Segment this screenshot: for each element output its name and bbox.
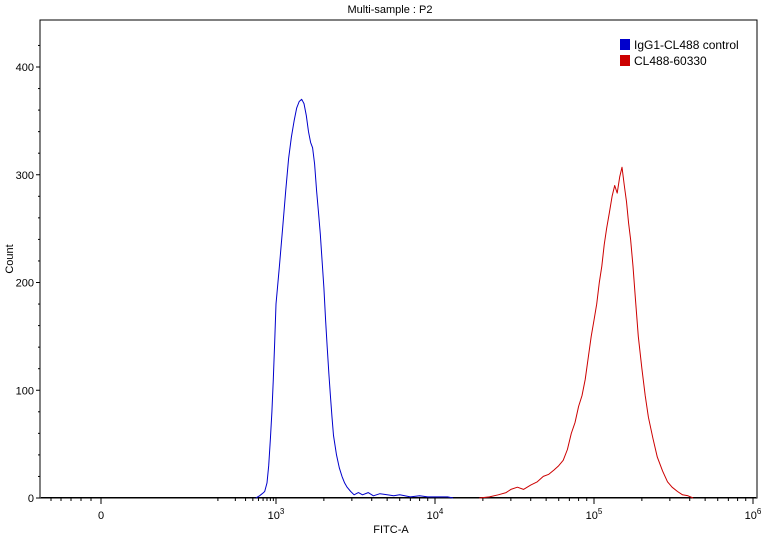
y-tick-label: 300 [16,170,34,182]
y-axis-label: Count [4,244,16,273]
x-axis-label: FITC-A [373,524,409,536]
y-tick-label: 200 [16,278,34,290]
x-tick-label: 106 [745,507,762,522]
y-axis: 0 100 200 300 400 [16,44,40,505]
plot-frame [39,19,758,499]
series-layer [41,98,756,499]
y-tick-label: 400 [16,62,34,74]
series-line-control [255,98,454,499]
legend-swatch-control [620,39,630,50]
y-tick-label: 0 [28,493,34,505]
x-tick-label: 105 [586,507,603,522]
legend-label-control: IgG1-CL488 control [634,38,739,52]
x-tick-label: 104 [427,507,444,522]
legend-label-sample: CL488-60330 [634,54,707,68]
x-axis: 0 103 104 105 106 [50,498,762,522]
x-tick-label: 103 [268,507,285,522]
y-tick-label: 100 [16,385,34,397]
series-line-sample [479,166,694,499]
legend: IgG1-CL488 control CL488-60330 [620,38,739,68]
chart-title: Multi-sample : P2 [348,4,433,16]
x-tick-label: 0 [98,510,104,522]
legend-swatch-sample [620,55,630,66]
